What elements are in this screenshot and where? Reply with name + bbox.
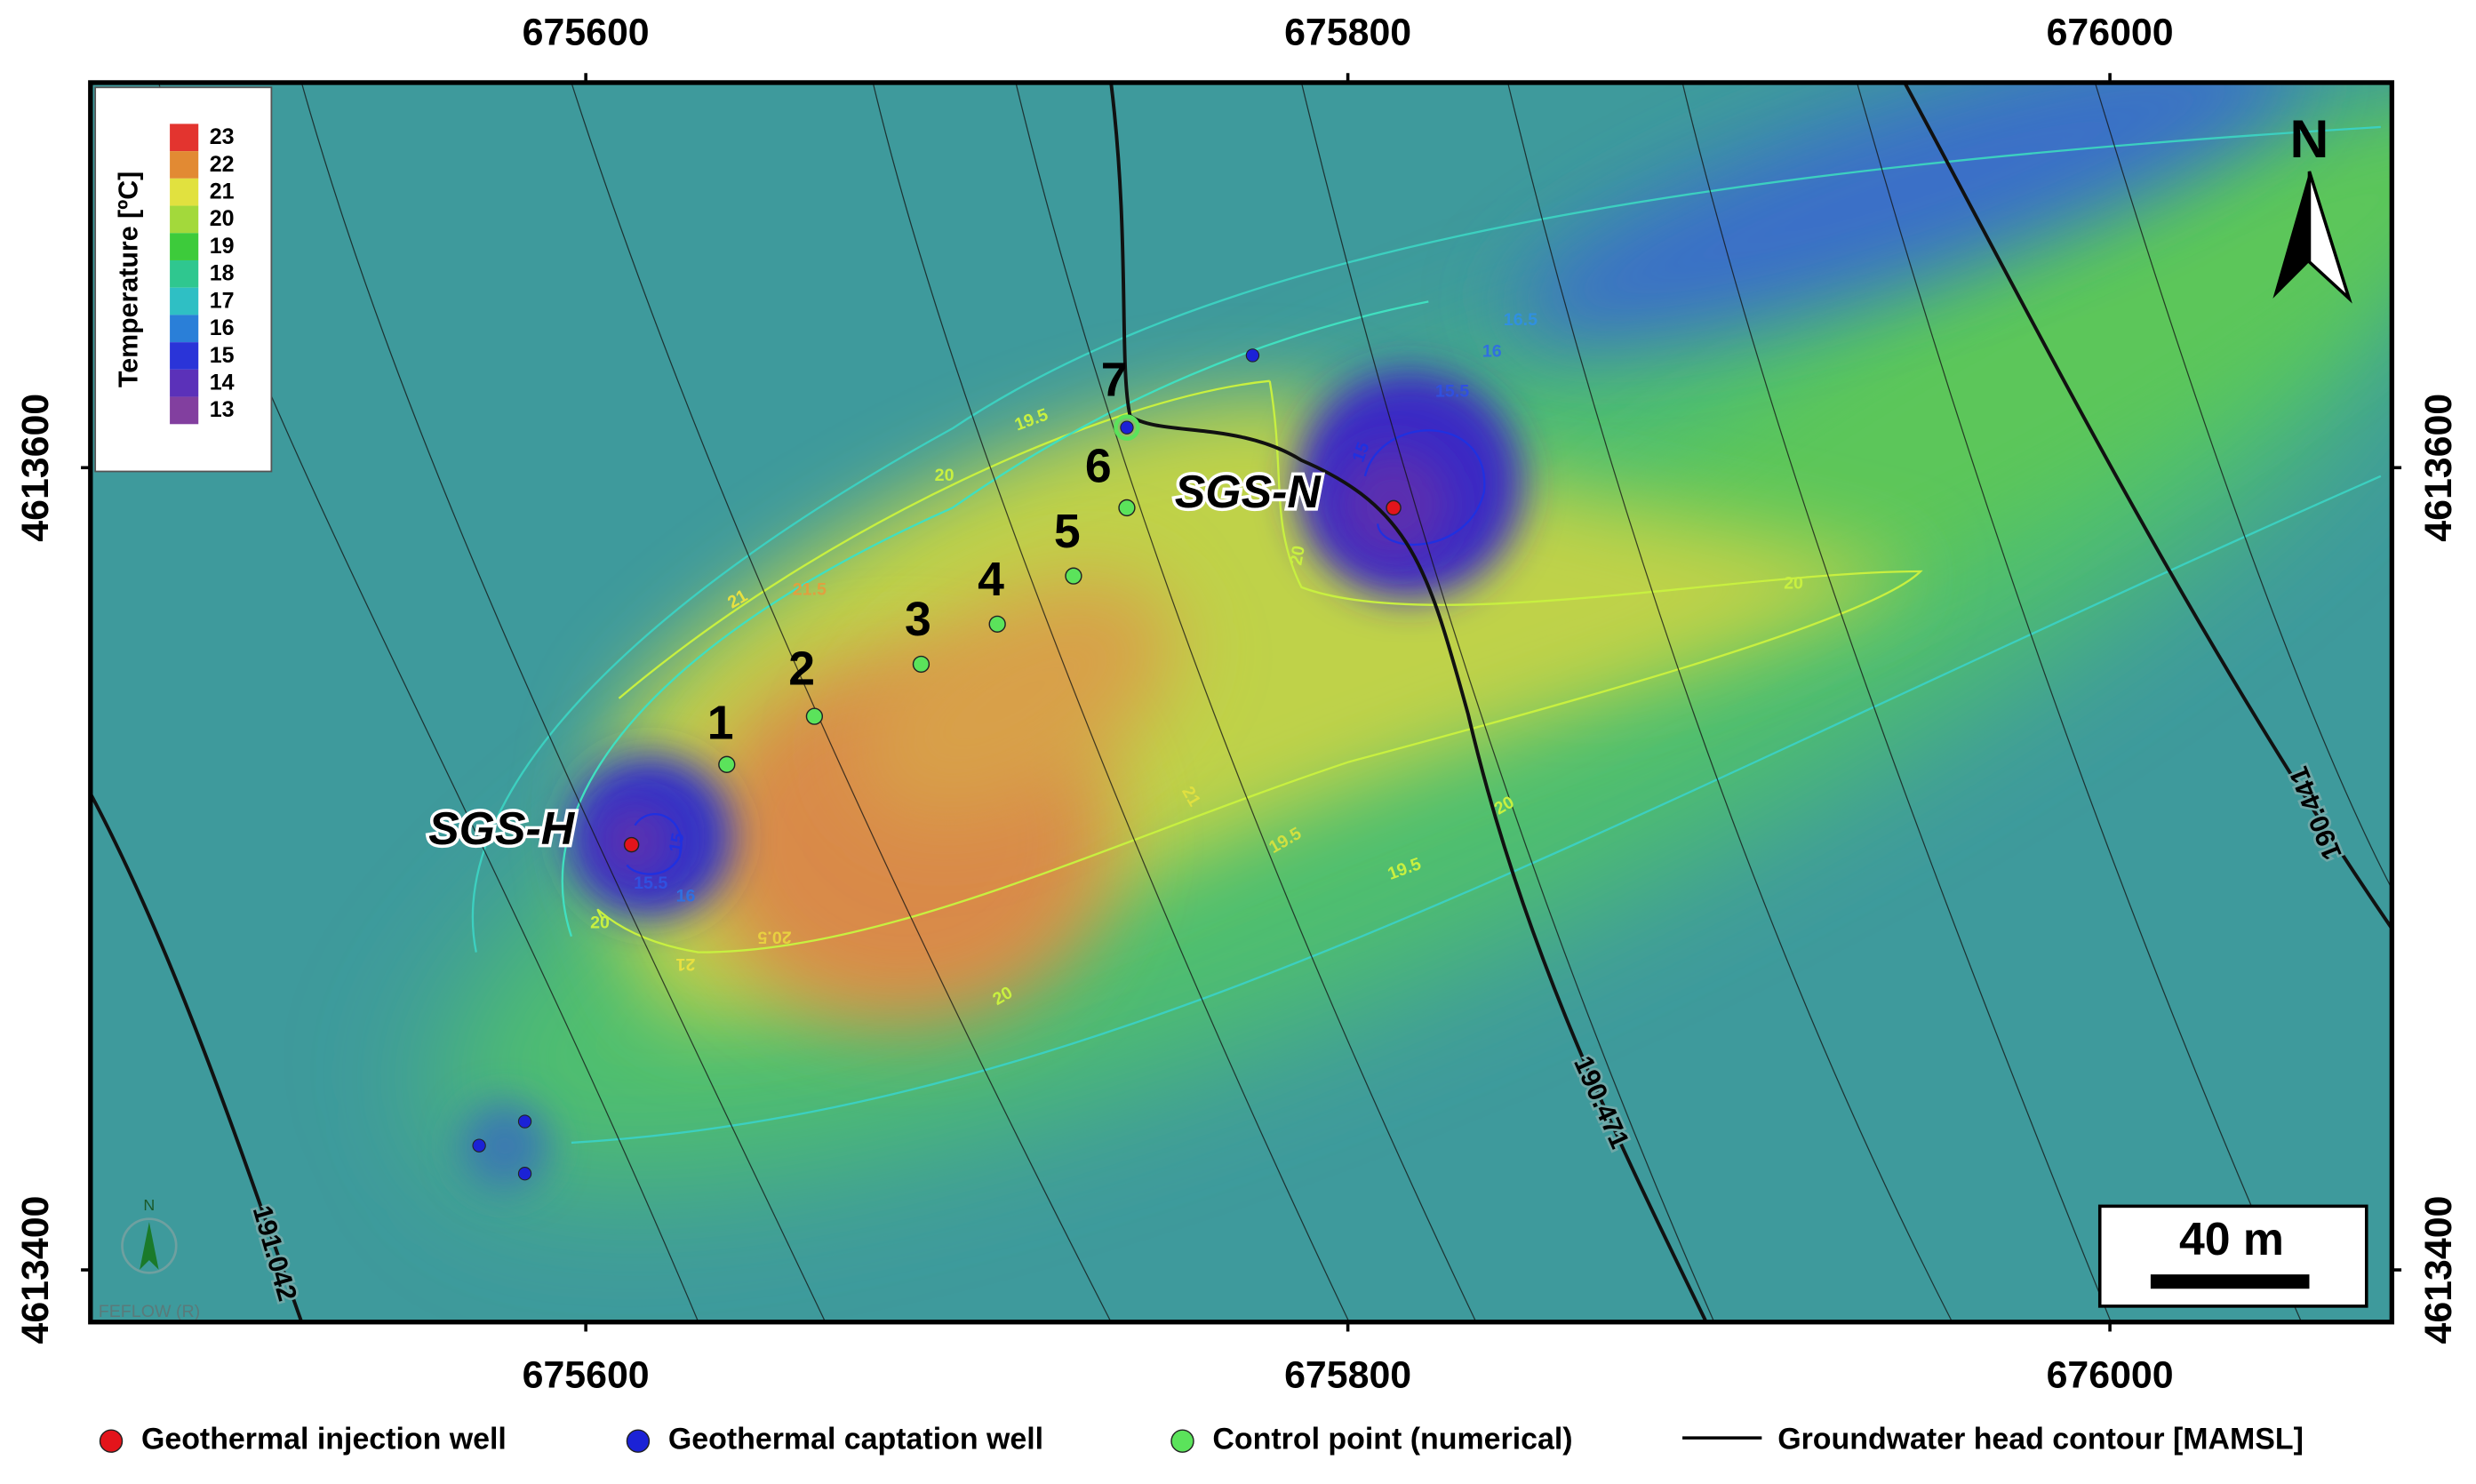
temperature-contour-label: 21: [676, 954, 696, 974]
control-point-label: 6: [1085, 441, 1112, 493]
head-contour: [2094, 82, 2392, 890]
head-contour: [1300, 82, 1715, 1322]
injection-well: [1386, 499, 1402, 516]
colorbar-swatch: [170, 178, 199, 206]
legend-symbol: [99, 1429, 124, 1453]
scale-bar-label: 40 m: [2179, 1213, 2284, 1265]
control-point-label: 3: [905, 594, 931, 646]
colorbar-swatch: [170, 369, 199, 397]
head-contour: [300, 82, 827, 1322]
temperature-field: FEFLOW (R) N: [90, 82, 2392, 1322]
temperature-contour-label: 16.5: [1504, 310, 1538, 330]
y-tick-label: 4613600: [2417, 394, 2460, 542]
colorbar-label: 23: [210, 124, 235, 149]
temperature-contour-label: 16: [1482, 342, 1502, 362]
colorbar-swatch: [170, 342, 199, 370]
captation-well: [517, 1114, 532, 1129]
x-tick-label: 676000: [2047, 1354, 2174, 1397]
x-tick-label: 675600: [523, 1354, 650, 1397]
x-tick-label: 675800: [1284, 12, 1411, 54]
control-point-label: 1: [707, 698, 734, 750]
legend-symbol: [626, 1429, 651, 1453]
temperature-contour-label: 15.5: [1435, 381, 1469, 401]
colorbar-label: 18: [210, 261, 235, 286]
colorbar-label: 21: [210, 180, 235, 204]
control-point-label: 2: [788, 642, 815, 695]
control-point: [912, 655, 930, 674]
control-point: [1114, 414, 1140, 441]
temperature-contour-label: 21.5: [793, 580, 827, 600]
small-north-icon: N: [121, 1196, 178, 1274]
head-contour: [1506, 82, 1953, 1322]
scale-bar: 40 m: [2097, 1204, 2368, 1308]
injection-well: [623, 836, 640, 853]
colorbar-label: 16: [210, 315, 235, 340]
head-contour: [872, 82, 1350, 1322]
temperature-contour-label: 20: [1286, 544, 1308, 566]
head-contour: [1856, 82, 2303, 1322]
temperature-contour-label: 20: [590, 914, 610, 933]
colorbar-label: 13: [210, 397, 235, 422]
control-point: [718, 755, 736, 773]
head-contour: [571, 82, 1112, 1322]
small-north-label: N: [143, 1196, 155, 1214]
injection-well-label: SGS-N: [1175, 466, 1322, 517]
temperature-contour-label: 15.5: [634, 874, 667, 893]
captation-well: [1245, 348, 1260, 363]
control-point: [1118, 499, 1136, 517]
watermark: FEFLOW (R): [99, 1302, 200, 1321]
y-tick-label: 4613600: [14, 394, 57, 542]
control-point-label: 7: [1101, 354, 1128, 406]
north-arrow: N: [2272, 108, 2352, 304]
control-point-label: 5: [1054, 506, 1081, 558]
colorbar-swatch: [170, 396, 199, 425]
injection-well-label: SGS-H: [428, 802, 576, 854]
head-contour: [1015, 82, 1477, 1322]
legend-symbol: [1170, 1429, 1194, 1453]
colorbar-label: 17: [210, 288, 235, 313]
map-frame: [88, 80, 2395, 1325]
head-contour: [1681, 82, 2112, 1322]
colorbar-title: Temperature [ºC]: [114, 172, 143, 387]
captation-well: [1120, 420, 1134, 435]
colorbar-label: 15: [210, 343, 235, 368]
colorbar-swatch: [170, 233, 199, 260]
temperature-contour-label: 15: [666, 832, 688, 854]
colorbar-label: 19: [210, 234, 235, 259]
colorbar-swatch: [170, 315, 199, 343]
legend-label: Groundwater head contour [MAMSL]: [1777, 1423, 2304, 1456]
temperature-contour-label: 20: [935, 466, 954, 485]
legend-label: Geothermal injection well: [141, 1423, 507, 1456]
control-point: [1065, 567, 1082, 585]
x-tick-label: 676000: [2047, 12, 2174, 54]
colorbar-label: 14: [210, 371, 235, 395]
y-tick-label: 4613400: [2417, 1196, 2460, 1344]
captation-well: [472, 1138, 486, 1153]
legend-label: Control point (numerical): [1212, 1423, 1572, 1456]
colorbar-swatch: [170, 259, 199, 288]
control-point-label: 4: [978, 554, 1004, 606]
y-tick-label: 4613400: [14, 1196, 57, 1344]
x-tick-label: 675600: [523, 12, 650, 54]
captation-well: [517, 1167, 532, 1181]
control-point: [988, 615, 1006, 633]
temperature-contour-label: 20: [1784, 573, 1803, 593]
temperature-contour-label: 20.5: [757, 928, 791, 947]
colorbar-swatch: [170, 205, 199, 234]
head-contour: [1109, 82, 1708, 1322]
control-point: [805, 707, 824, 725]
legend-label: Geothermal captation well: [668, 1423, 1043, 1456]
colorbar-swatch: [170, 151, 199, 179]
colorbar-label: 20: [210, 206, 235, 231]
head-contour: [1903, 82, 2392, 929]
colorbar-swatch: [170, 124, 199, 152]
x-tick-label: 675800: [1284, 1354, 1411, 1397]
head-contour: [90, 793, 304, 1322]
north-label: N: [2290, 108, 2329, 169]
colorbar-swatch: [170, 287, 199, 315]
colorbar-label: 22: [210, 152, 235, 177]
temperature-contour-label: 16: [676, 886, 696, 906]
